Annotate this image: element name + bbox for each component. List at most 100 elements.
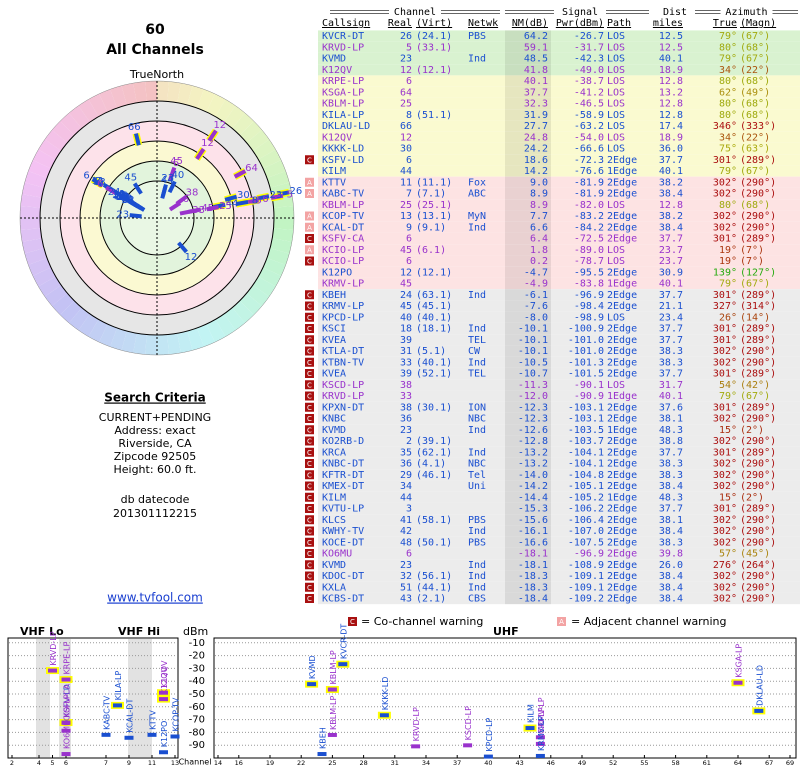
marker-label: KCAL-DT (126, 699, 135, 733)
cell-call: KSGA-LP (322, 87, 364, 98)
spoke-label: 42 (119, 193, 132, 204)
cell-az: 302° (713, 177, 737, 188)
cell-nm: 40.1 (524, 76, 548, 87)
compass-ring (60, 113, 82, 136)
cell-magn: (290°) (740, 470, 776, 481)
compass-ring (239, 293, 262, 315)
signal-spoke (246, 198, 259, 205)
cell-pwr: -100.9 (568, 324, 604, 335)
compass-ring (20, 206, 41, 218)
marker-label: KTTV (149, 710, 158, 730)
warning-letter: A (307, 179, 312, 187)
warning-icon (305, 481, 314, 491)
cell-path: LOS (607, 245, 625, 256)
cell-az: 301° (713, 447, 737, 458)
cell-az: 327° (713, 301, 737, 312)
cell-nm: -12.6 (518, 425, 548, 436)
cell-net: Ind (468, 582, 486, 593)
warning-icon (305, 234, 314, 243)
cell-dist: 48.3 (659, 492, 683, 503)
warning-letter: C (307, 393, 312, 401)
compass-ring (252, 139, 276, 160)
x-tick-label: 25 (328, 759, 336, 767)
compass-ring (273, 206, 294, 218)
cell-az: 139° (713, 267, 737, 278)
marker-label: KCIO-LP (537, 707, 546, 739)
column-header: Pwr(dBm) (556, 18, 604, 29)
warning-letter: C (307, 336, 312, 344)
nm-shade (505, 142, 551, 155)
row-bg (318, 300, 800, 312)
y-tick-label: -60 (189, 702, 205, 713)
cell-magn: (22°) (740, 132, 770, 143)
spoke-label: 34 (117, 192, 130, 203)
signal-marker (317, 752, 327, 757)
cell-nm: -8.0 (524, 312, 548, 323)
compass-ring (20, 218, 41, 230)
cell-call: KLCS (322, 515, 346, 526)
signal-spoke (177, 241, 188, 254)
cell-virt: (12.1) (416, 65, 452, 76)
signal-marker (170, 734, 180, 739)
compass-ring (78, 99, 99, 123)
warning-icon (305, 537, 314, 547)
row-bg (318, 322, 800, 335)
compass-ring (273, 218, 294, 230)
row-bg (318, 199, 800, 211)
cell-pwr: -104.1 (568, 447, 604, 458)
cell-real: 30 (400, 144, 412, 155)
signal-marker (733, 680, 743, 685)
spoke-label: 6 (183, 194, 189, 205)
cell-nm: -16.6 (518, 537, 548, 548)
cell-pwr: -101.3 (568, 357, 604, 368)
cell-magn: (290°) (740, 481, 776, 492)
cell-dist: 38.4 (659, 526, 683, 537)
site-link[interactable]: www.tvfool.com (107, 591, 203, 605)
nm-shade (505, 277, 551, 290)
row-bg (318, 412, 800, 425)
compass-ring (232, 300, 254, 323)
cell-path: 2Edge (607, 324, 637, 335)
cell-az: 57° (719, 549, 737, 560)
compass-ring (38, 276, 62, 297)
cell-virt: (2.1) (416, 594, 446, 605)
nm-shade (505, 334, 551, 346)
cell-pwr: -72.3 (574, 155, 604, 166)
marker-label: KSGA-LP (735, 644, 744, 678)
nm-shade (505, 559, 551, 571)
cell-magn: (289°) (740, 335, 776, 346)
compass-ring (32, 267, 56, 287)
signal-marker (411, 744, 421, 749)
column-header: (Virt) (416, 18, 452, 29)
cell-call: KBLM-LP (322, 99, 364, 110)
cell-path: 2Edge (607, 582, 637, 593)
row-bg (318, 109, 800, 121)
spoke-label: 36 (116, 191, 129, 202)
cell-call: KXLA (322, 582, 346, 593)
cell-real: 45 (400, 301, 412, 312)
compass-ring (52, 121, 75, 143)
warning-icon (305, 391, 314, 401)
spoke-label: 13 (93, 177, 106, 188)
spoke-label: 38 (186, 188, 199, 199)
cell-virt: (56.1) (416, 571, 452, 582)
marker-label: KILA-LP (114, 671, 123, 701)
warning-icon (305, 335, 314, 345)
x-tick-label: 43 (515, 759, 523, 767)
cell-magn: (314°) (740, 301, 776, 312)
compass-ring (99, 89, 117, 112)
compass-ring (177, 83, 193, 105)
nm-shade (505, 52, 551, 65)
cell-path: 1Edge (607, 425, 637, 436)
cell-virt: (46.1) (416, 470, 452, 481)
cell-path: LOS (607, 144, 625, 155)
cell-dist: 12.8 (659, 76, 683, 87)
marker-label: KRVD-LP (412, 707, 421, 741)
spoke-label: 36 (115, 191, 128, 202)
warning-icon (305, 549, 314, 558)
cell-dist: 38.4 (659, 571, 683, 582)
nm-shade (505, 30, 551, 42)
x-tick-label: 5 (50, 759, 54, 767)
cell-magn: (289°) (740, 324, 776, 335)
cell-net: Ind (468, 447, 486, 458)
